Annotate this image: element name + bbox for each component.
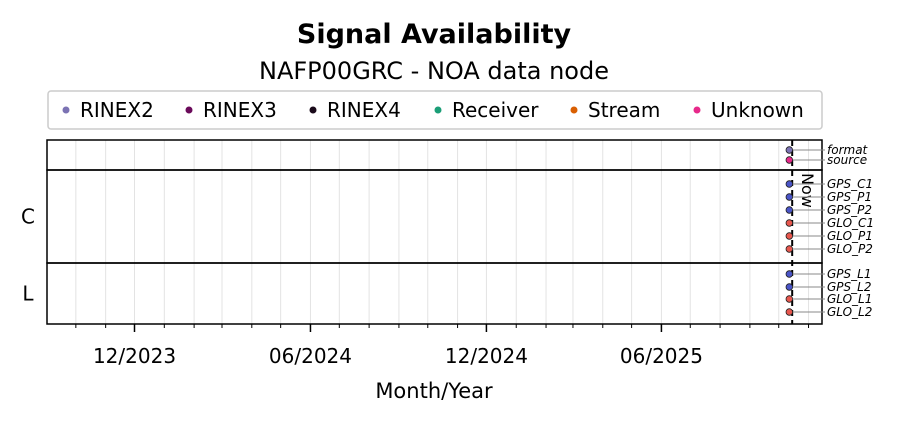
group-label: C	[21, 205, 35, 229]
row-label: GLO_L1	[827, 292, 872, 306]
legend-marker	[693, 106, 701, 114]
data-point	[785, 283, 794, 291]
signal-rows: formatsourceGPS_C1GPS_P1GPS_P2GLO_C1GLO_…	[785, 143, 874, 319]
gridlines	[75, 140, 810, 324]
data-point	[785, 180, 794, 188]
plot-area: CLNowformatsourceGPS_C1GPS_P1GPS_P2GLO_C…	[21, 139, 874, 368]
row-label: format	[827, 143, 869, 157]
row-label: GPS_C1	[827, 177, 873, 191]
signal-row: GLO_P1	[785, 229, 873, 243]
group-label: L	[22, 282, 34, 306]
legend-label: Receiver	[452, 98, 539, 122]
x-axis: 12/2023 06/2024 12/2024 06/2025	[75, 324, 810, 368]
legend-marker	[434, 106, 442, 114]
x-tick-label: 06/2024	[269, 344, 352, 368]
signal-row: GPS_L2	[785, 280, 871, 294]
signal-row: GPS_P2	[785, 203, 872, 217]
row-label: GPS_L2	[827, 280, 871, 294]
panels: CL	[21, 139, 823, 325]
data-point	[785, 245, 794, 253]
signal-row: GLO_P2	[785, 242, 873, 256]
legend-item: Receiver	[434, 98, 539, 122]
x-axis-label: Month/Year	[375, 379, 493, 403]
legend-item: RINEX4	[309, 98, 401, 122]
row-label: source	[827, 153, 867, 167]
row-label: GPS_L1	[827, 267, 871, 281]
legend: RINEX2 RINEX3 RINEX4 Receiver Stream Unknown	[47, 90, 823, 130]
data-point	[785, 193, 794, 201]
signal-row: GLO_C1	[785, 216, 874, 230]
data-point	[785, 295, 794, 303]
legend-item: Stream	[570, 98, 660, 122]
panel-frame	[46, 262, 823, 325]
legend-label: Stream	[588, 98, 660, 122]
signal-row: GPS_C1	[785, 177, 873, 191]
x-tick-label: 06/2025	[620, 344, 703, 368]
row-label: GPS_P1	[827, 190, 872, 204]
row-label: GLO_L2	[827, 305, 872, 319]
chart-subtitle: NAFP00GRC - NOA data node	[259, 57, 609, 85]
row-label: GLO_P2	[827, 242, 873, 256]
data-point	[785, 146, 794, 154]
row-label: GLO_P1	[827, 229, 873, 243]
legend-label: Unknown	[711, 98, 804, 122]
row-label: GPS_P2	[827, 203, 872, 217]
panel-frame	[46, 169, 823, 264]
row-label: GLO_C1	[827, 216, 874, 230]
legend-label: RINEX2	[80, 98, 154, 122]
signal-row: GLO_L2	[785, 305, 872, 319]
chart-title: Signal Availability	[297, 19, 572, 50]
legend-marker	[309, 106, 317, 114]
data-point	[785, 232, 794, 240]
x-tick-label: 12/2024	[445, 344, 528, 368]
data-point	[785, 270, 794, 278]
data-point	[785, 308, 794, 316]
panel-frame	[46, 139, 823, 171]
legend-item: RINEX3	[185, 98, 277, 122]
now-label: Now	[798, 173, 817, 208]
signal-row: GLO_L1	[785, 292, 872, 306]
legend-marker	[570, 106, 578, 114]
data-point	[785, 156, 794, 164]
data-point	[785, 206, 794, 214]
legend-marker	[62, 106, 70, 114]
signal-row: source	[785, 153, 867, 167]
signal-row: GPS_L1	[785, 267, 871, 281]
legend-marker	[185, 106, 193, 114]
data-point	[785, 219, 794, 227]
legend-label: RINEX3	[203, 98, 277, 122]
x-tick-label: 12/2023	[93, 344, 176, 368]
signal-row: format	[785, 143, 869, 157]
legend-item: Unknown	[693, 98, 804, 122]
legend-item: RINEX2	[62, 98, 154, 122]
signal-row: GPS_P1	[785, 190, 872, 204]
legend-label: RINEX4	[327, 98, 401, 122]
